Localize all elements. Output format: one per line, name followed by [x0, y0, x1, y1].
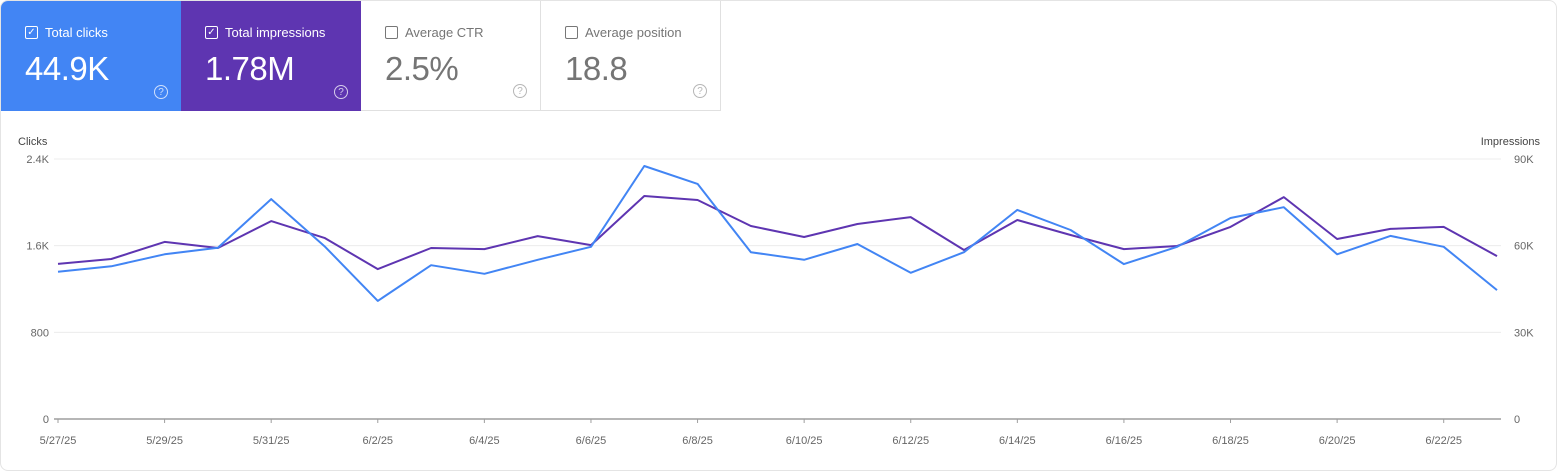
left-axis-title: Clicks	[18, 136, 48, 148]
checkbox-checked-icon[interactable]: ✓	[205, 26, 218, 39]
help-icon[interactable]: ?	[513, 84, 527, 98]
x-tick-label: 6/12/25	[892, 435, 929, 447]
x-tick-label: 6/22/25	[1425, 435, 1462, 447]
metric-average-ctr[interactable]: Average CTR 2.5% ?	[361, 1, 541, 111]
metric-value: 44.9K	[25, 50, 109, 87]
metric-label: Average CTR	[405, 25, 484, 40]
right-tick-label: 30K	[1514, 327, 1534, 339]
metric-value: 1.78M	[205, 50, 295, 87]
right-tick-label: 90K	[1514, 154, 1534, 166]
x-tick-label: 6/16/25	[1106, 435, 1143, 447]
metric-value: 2.5%	[385, 50, 459, 87]
right-axis-title: Impressions	[1480, 136, 1540, 148]
checkbox-checked-icon[interactable]: ✓	[25, 26, 38, 39]
checkbox-unchecked-icon[interactable]	[385, 26, 398, 39]
metric-label: Average position	[585, 25, 682, 40]
x-tick-label: 5/27/25	[40, 435, 77, 447]
x-tick-label: 6/10/25	[786, 435, 823, 447]
x-tick-label: 6/20/25	[1319, 435, 1356, 447]
x-tick-label: 5/29/25	[146, 435, 183, 447]
metric-total-clicks[interactable]: ✓ Total clicks 44.9K ?	[1, 1, 181, 111]
x-tick-label: 5/31/25	[253, 435, 290, 447]
x-tick-label: 6/6/25	[576, 435, 607, 447]
checkbox-unchecked-icon[interactable]	[565, 26, 578, 39]
help-icon[interactable]: ?	[334, 85, 348, 99]
help-icon[interactable]: ?	[154, 85, 168, 99]
metric-total-impressions[interactable]: ✓ Total impressions 1.78M ?	[181, 1, 361, 111]
left-tick-label: 2.4K	[26, 154, 49, 166]
left-tick-label: 800	[31, 327, 49, 339]
metric-label: Total clicks	[45, 25, 108, 40]
metric-tiles: ✓ Total clicks 44.9K ? ✓ Total impressions…	[1, 1, 721, 111]
help-icon[interactable]: ?	[693, 84, 707, 98]
x-tick-label: 6/8/25	[682, 435, 713, 447]
series-line-clicks	[57, 165, 1498, 302]
right-tick-label: 60K	[1514, 241, 1534, 253]
metric-value: 18.8	[565, 50, 628, 87]
x-tick-label: 6/4/25	[469, 435, 500, 447]
metric-average-position[interactable]: Average position 18.8 ?	[541, 1, 721, 111]
left-tick-label: 0	[43, 414, 49, 426]
left-tick-label: 1.6K	[26, 241, 49, 253]
x-tick-label: 6/18/25	[1212, 435, 1249, 447]
metric-label: Total impressions	[225, 25, 326, 40]
right-tick-label: 0	[1514, 414, 1520, 426]
x-tick-label: 6/14/25	[999, 435, 1036, 447]
x-tick-label: 6/2/25	[362, 435, 393, 447]
